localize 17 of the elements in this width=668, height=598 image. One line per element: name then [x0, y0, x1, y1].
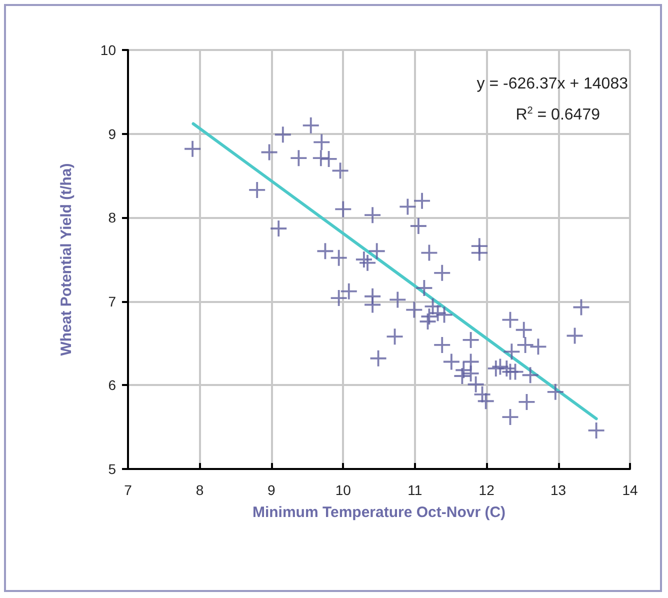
y-axis-title: Wheat Potential Yield (t/ha) — [58, 163, 75, 356]
y-tick-label: 8 — [108, 210, 116, 226]
x-tick-label: 7 — [124, 482, 132, 498]
y-tick-label: 10 — [100, 42, 116, 58]
x-tick-label: 11 — [408, 482, 422, 498]
x-tick-label: 9 — [268, 482, 276, 498]
y-tick-label: 5 — [108, 461, 116, 477]
annotation: y = -626.37x + 14083 — [476, 76, 628, 92]
x-tick-label: 12 — [478, 482, 495, 498]
x-tick-label: 10 — [335, 482, 352, 498]
y-tick-label: 6 — [108, 377, 116, 394]
x-tick-label: 13 — [550, 482, 566, 498]
x-axis-title: Minimum Temperature Oct-Novr (C) — [252, 504, 506, 521]
x-tick-label: 14 — [622, 482, 638, 498]
y-tick-label: 9 — [108, 126, 116, 142]
y-tick-label: 7 — [108, 293, 116, 310]
x-tick-label: 8 — [196, 482, 204, 498]
